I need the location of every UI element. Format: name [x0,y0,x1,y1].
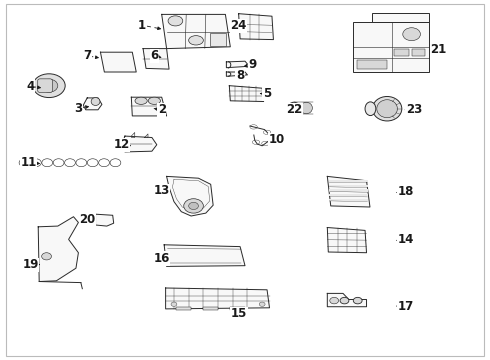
Ellipse shape [288,102,300,114]
Bar [230,307,245,310]
Polygon shape [164,245,245,266]
Text: 18: 18 [397,185,414,198]
Text: 20: 20 [79,213,96,226]
Text: 9: 9 [248,58,256,71]
Ellipse shape [168,16,183,26]
Bar [329,180,368,182]
Polygon shape [162,14,230,49]
Bar [329,185,368,187]
Circle shape [184,199,203,213]
Ellipse shape [91,98,100,105]
Polygon shape [38,217,78,282]
Bar [353,22,429,72]
Text: 15: 15 [231,307,247,320]
Circle shape [330,297,339,304]
Circle shape [259,302,265,306]
Bar [357,60,387,69]
Ellipse shape [372,96,402,121]
Polygon shape [143,49,169,69]
Text: 5: 5 [263,87,271,100]
Circle shape [340,297,349,304]
Bar [329,199,368,201]
Ellipse shape [300,102,313,114]
Text: 23: 23 [406,103,422,116]
Polygon shape [327,228,367,253]
Polygon shape [226,72,247,76]
Bar [394,49,409,56]
Text: 6: 6 [150,49,158,62]
Polygon shape [167,176,213,216]
Circle shape [33,74,65,98]
Ellipse shape [189,36,203,45]
Text: 13: 13 [153,184,170,197]
Circle shape [403,28,420,41]
Text: 24: 24 [230,19,247,32]
Circle shape [42,253,51,260]
Bar [329,194,368,196]
Text: 16: 16 [153,252,170,265]
Polygon shape [327,176,370,207]
Text: 21: 21 [430,43,447,56]
Text: 3: 3 [74,102,82,114]
Text: 11: 11 [20,156,37,169]
Circle shape [171,302,177,306]
Ellipse shape [365,102,376,116]
Polygon shape [83,98,102,110]
Text: 22: 22 [286,103,302,116]
Bar [176,307,191,310]
Text: 2: 2 [158,103,166,116]
Ellipse shape [148,97,161,104]
Ellipse shape [135,97,147,104]
Text: 17: 17 [397,300,414,313]
Polygon shape [327,293,367,307]
Text: 14: 14 [397,233,414,246]
Polygon shape [166,288,270,309]
Text: 4: 4 [26,80,34,93]
Text: 10: 10 [269,133,285,146]
Circle shape [40,79,58,92]
Text: 7: 7 [83,49,91,62]
Bar [372,13,429,22]
Polygon shape [122,136,157,152]
Polygon shape [96,214,114,226]
Bar [210,33,226,46]
Text: 8: 8 [236,69,244,82]
Bar [203,307,218,310]
Polygon shape [100,52,136,72]
Text: 12: 12 [113,138,130,151]
Text: 1: 1 [138,19,146,32]
Circle shape [353,297,362,304]
Ellipse shape [377,100,397,118]
Bar [329,189,368,192]
Polygon shape [131,97,167,116]
Text: 19: 19 [22,258,39,271]
Bar [412,49,425,56]
Circle shape [189,202,198,210]
Polygon shape [226,61,247,68]
Polygon shape [229,86,264,102]
FancyBboxPatch shape [38,79,52,93]
Polygon shape [239,14,273,40]
